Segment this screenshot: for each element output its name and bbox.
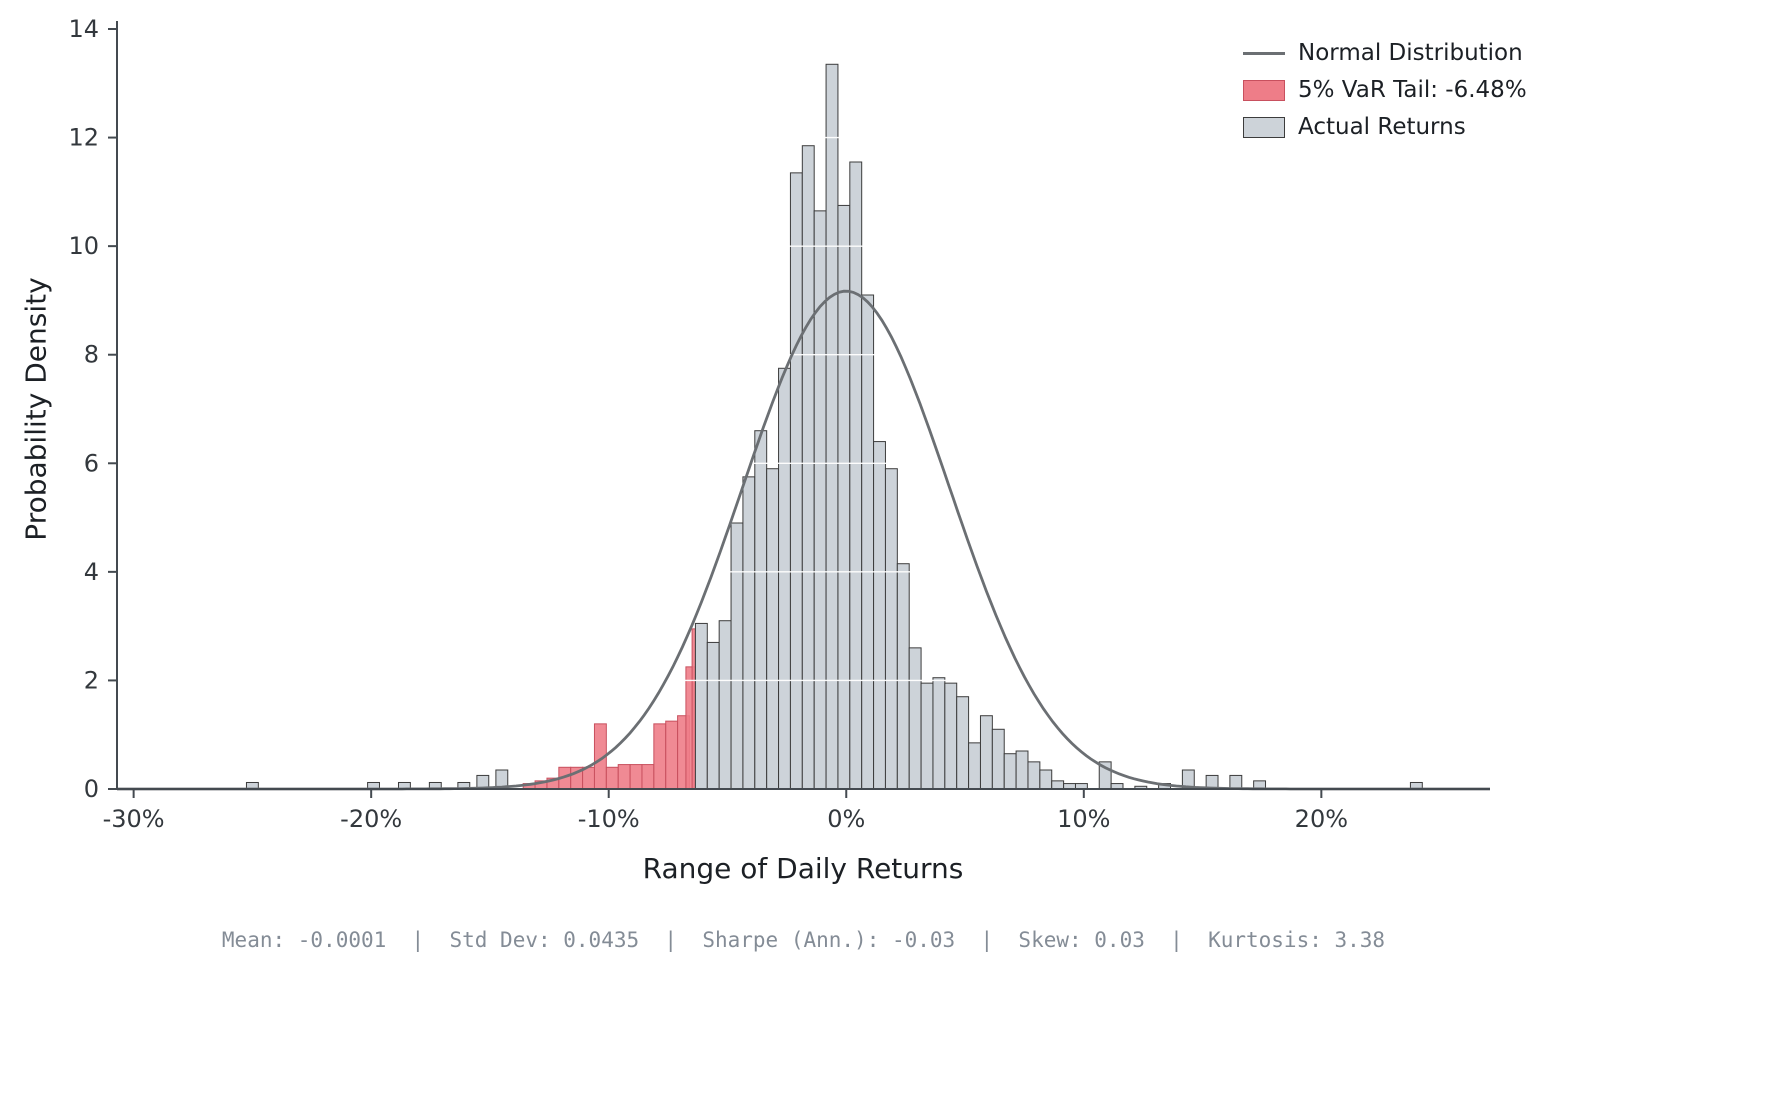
histogram-bar [920, 682, 934, 790]
histogram-bar [730, 522, 744, 790]
x-tick-label: -30% [103, 805, 165, 833]
histogram-bar [754, 430, 768, 790]
histogram-bar [778, 367, 791, 790]
legend-label: 5% VaR Tail: -6.48% [1298, 77, 1527, 103]
x-tick-label: -10% [578, 805, 640, 833]
y-tick-label: 0 [84, 775, 99, 803]
legend: Normal Distribution 5% VaR Tail: -6.48% … [1243, 40, 1527, 140]
y-tick-label: 12 [68, 124, 99, 152]
legend-item-normal: Normal Distribution [1243, 40, 1527, 66]
legend-label: Actual Returns [1298, 114, 1466, 140]
y-tick-label: 4 [84, 558, 99, 586]
legend-label: Normal Distribution [1298, 40, 1523, 66]
histogram-bar [861, 294, 875, 790]
histogram-bar [801, 145, 815, 790]
y-axis-label: Probability Density [19, 277, 53, 541]
histogram-bar [968, 742, 981, 790]
histogram-bar [979, 715, 993, 790]
histogram-bar [849, 161, 863, 790]
legend-item-var-tail: 5% VaR Tail: -6.48% [1243, 77, 1527, 103]
histogram-bar [932, 677, 946, 790]
y-tick-label: 6 [84, 449, 99, 477]
y-tick-label: 14 [68, 15, 99, 43]
histogram-bar [694, 622, 708, 790]
histogram-bar [944, 682, 958, 790]
var-tail-swatch-icon [1243, 79, 1285, 101]
histogram-bar [873, 441, 886, 790]
var-tail-bar [665, 720, 679, 790]
histogram-bar [884, 468, 898, 790]
legend-item-actual-returns: Actual Returns [1243, 114, 1527, 140]
var-tail-bar [605, 766, 619, 790]
histogram-bar [908, 647, 922, 790]
histogram-bar [766, 468, 780, 790]
histogram-bar [813, 210, 827, 790]
var-tail-bar [641, 764, 655, 790]
histogram-bar [742, 476, 756, 790]
histogram-bar [991, 728, 1005, 790]
histogram-bar [896, 563, 910, 790]
histogram-bar [706, 641, 720, 790]
y-tick-label: 8 [84, 341, 99, 369]
histogram-bar [718, 620, 732, 790]
histogram-bar [1027, 761, 1041, 790]
x-tick-label: 0% [827, 805, 865, 833]
var-tail-bar [629, 764, 643, 790]
x-tick-label: -20% [340, 805, 402, 833]
normal-line-swatch-icon [1243, 51, 1285, 55]
histogram-bar [1003, 753, 1017, 790]
x-tick-label: 20% [1295, 805, 1348, 833]
x-axis-label: Range of Daily Returns [642, 852, 964, 885]
var-tail-bar [653, 723, 667, 790]
histogram-bar [956, 696, 970, 790]
histogram-bar [1039, 769, 1053, 790]
histogram-bar [1015, 750, 1029, 790]
x-tick-label: 10% [1057, 805, 1110, 833]
histogram-bar [1229, 774, 1243, 790]
actual-returns-swatch-icon [1243, 116, 1285, 138]
var-tail-bar [617, 764, 631, 790]
histogram-bar [789, 172, 803, 790]
summary-stats: Mean: -0.0001 | Std Dev: 0.0435 | Sharpe… [221, 928, 1386, 952]
var-tail-bar [582, 766, 595, 790]
y-tick-label: 10 [68, 232, 99, 260]
y-tick-label: 2 [84, 666, 99, 694]
histogram-bar [1051, 780, 1065, 790]
